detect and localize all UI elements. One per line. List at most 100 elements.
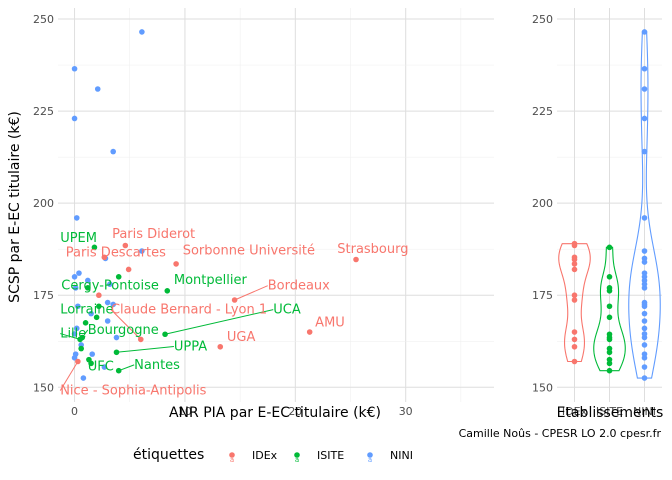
violin-x-ticks: IDEx ISITE NINI: [562, 405, 656, 418]
violin-point-isite: [606, 336, 613, 343]
scatter-point-nini: [88, 310, 94, 317]
violin-point-nini: [641, 285, 648, 291]
scatter-point-nini: [139, 29, 145, 35]
scatter-point-idex: [75, 358, 81, 365]
scatter-point-isite: [93, 314, 100, 321]
scatter-grid: [58, 8, 494, 402]
violin-point-idex: [571, 242, 578, 249]
legend-key-glyph: a: [295, 456, 299, 464]
label-leader-line: [116, 345, 174, 353]
violin-y-tick-label: 250: [532, 13, 553, 26]
y-tick-label: 150: [33, 381, 54, 394]
violin-point-nini: [641, 86, 648, 92]
violin-point-idex: [571, 358, 578, 365]
violin-panel: 150 175 200 225 250 IDEx ISITE NINI Etablissem…: [532, 8, 663, 421]
scatter-point-nini: [85, 277, 91, 284]
violin-y-tick-label: 150: [532, 381, 553, 394]
violin-point-idex: [571, 329, 578, 335]
violin-point-idex: [571, 343, 578, 350]
legend: étiquettes a IDEx a ISITE a NINI: [133, 447, 413, 464]
scatter-point-idex: [101, 254, 108, 261]
point-label: Paris Descartes: [66, 246, 166, 261]
scatter-point-idex: [353, 256, 359, 263]
x-axis-title: ANR PIA par E-EC titulaire (k€): [169, 405, 381, 421]
violin-point-idex: [571, 266, 578, 273]
legend-label: NINI: [390, 449, 413, 462]
violin-point-nini: [641, 375, 648, 381]
violin-point-nini: [641, 148, 648, 155]
scatter-point-nini: [89, 351, 96, 357]
scatter-point-nini: [71, 115, 78, 122]
scatter-point-idex: [306, 329, 313, 335]
violin-point-nini: [641, 355, 648, 361]
legend-label: IDEx: [252, 449, 278, 462]
violin-point-isite: [606, 244, 613, 251]
y-axis-title: SCSP par E-EC titulaire (k€): [7, 111, 23, 303]
violin-isite: [593, 246, 626, 372]
scatter-point-isite: [82, 320, 89, 326]
point-label: UPEM: [60, 231, 97, 246]
y-tick-label: 250: [33, 13, 54, 26]
violin-idex: [558, 243, 591, 363]
scatter-point-isite: [91, 244, 98, 251]
violin-point-isite: [606, 303, 613, 310]
scatter-point-nini: [75, 303, 81, 310]
scatter-point-nini: [113, 334, 120, 341]
scatter-point-nini: [71, 355, 78, 361]
violin-point-idex: [571, 297, 578, 303]
scatter-y-ticks: 150 175 200 225 250: [33, 13, 54, 394]
legend-key-glyph: a: [230, 456, 234, 464]
scatter-point-isite: [96, 303, 102, 310]
scatter-points: [71, 29, 359, 381]
point-label: Sorbonne Université: [183, 244, 315, 259]
x-tick-label: 20: [288, 405, 302, 418]
scatter-point-idex: [96, 292, 102, 299]
violin-point-idex: [571, 261, 578, 267]
violin-point-nini: [641, 342, 648, 348]
y-tick-label: 175: [33, 289, 54, 302]
violin-point-nini: [641, 318, 648, 324]
scatter-point-nini: [71, 274, 78, 280]
scatter-point-nini: [104, 299, 111, 306]
scatter-point-nini: [139, 248, 145, 254]
x-tick-label: 0: [71, 405, 78, 418]
violin-point-isite: [606, 287, 613, 294]
violin-point-idex: [571, 256, 578, 263]
scatter-panel: 150 175 200 225 250 0 10 20 30 Paris Diderot UPE…: [7, 8, 494, 421]
violin-y-tick-label: 200: [532, 197, 553, 210]
violin-point-nini: [641, 215, 648, 221]
y-tick-label: 225: [33, 105, 54, 118]
violin-x-tick-label: ISITE: [596, 405, 623, 418]
scatter-point-isite: [162, 331, 168, 338]
scatter-point-nini: [71, 331, 78, 337]
scatter-point-isite: [164, 287, 171, 294]
scatter-point-nini: [101, 364, 108, 370]
violin-point-isite: [606, 274, 613, 280]
scatter-point-nini: [107, 281, 113, 287]
scatter-point-isite: [78, 345, 84, 352]
scatter-point-isite: [86, 356, 92, 363]
label-leader-line: [60, 333, 81, 340]
scatter-point-isite: [113, 349, 120, 356]
point-label: Montpellier: [174, 273, 248, 288]
violin-point-idex: [571, 292, 578, 299]
point-label: Bordeaux: [268, 279, 330, 294]
legend-key-idex: [229, 452, 235, 458]
point-label: UCA: [273, 303, 301, 318]
scatter-point-nini: [80, 375, 87, 381]
violin-y-tick-label: 225: [532, 105, 553, 118]
violin-point-nini: [641, 334, 648, 341]
scatter-point-isite: [115, 367, 122, 374]
legend-key-glyph: a: [368, 456, 372, 464]
point-label: Cergy-Pontoise: [61, 279, 159, 294]
scatter-point-nini: [94, 86, 101, 92]
scatter-point-nini: [73, 215, 80, 221]
violin-point-isite: [606, 360, 613, 367]
violin-point-idex: [571, 336, 578, 343]
violin-y-tick-label: 175: [532, 289, 553, 302]
violin-point-nini: [641, 65, 648, 72]
scatter-point-nini: [71, 65, 78, 72]
scatter-point-idex: [173, 261, 179, 267]
violin-point-nini: [641, 259, 648, 265]
scatter-x-ticks: 0 10 20 30: [71, 405, 413, 418]
